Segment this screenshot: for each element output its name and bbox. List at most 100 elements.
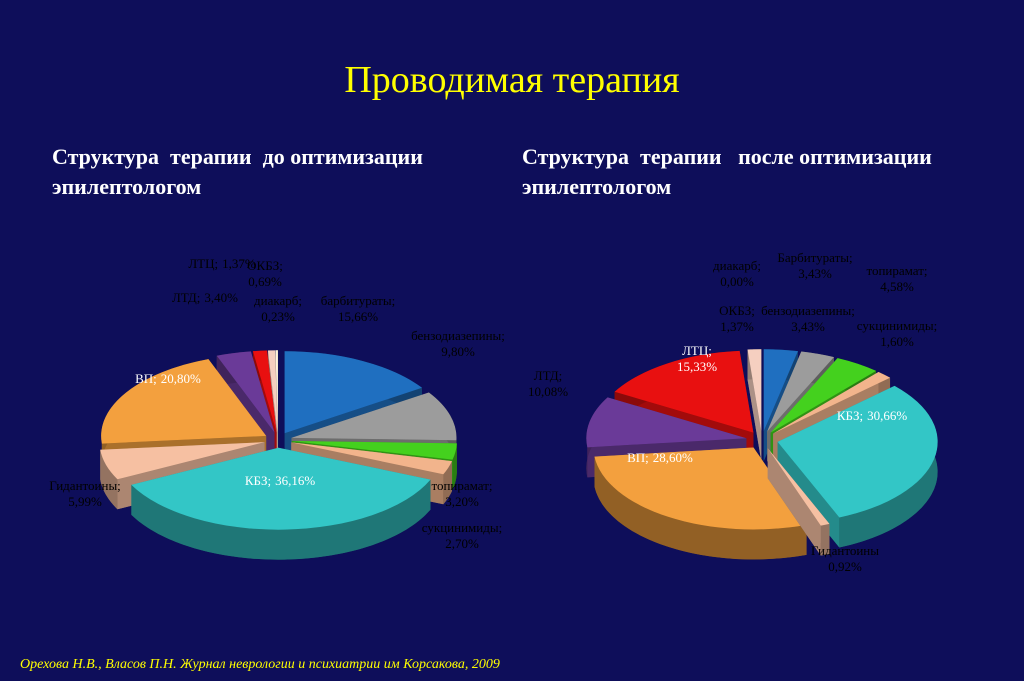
category-label: КБЗ; bbox=[837, 408, 863, 423]
value-label: 3,40% bbox=[204, 290, 238, 305]
data-label: Гидантоины 0,92% bbox=[811, 543, 879, 574]
category-label: диакарб; bbox=[713, 258, 761, 273]
value-label: 0,23% bbox=[261, 309, 295, 324]
data-label: ОКБЗ; 1,37% bbox=[719, 303, 755, 334]
slice-top bbox=[100, 442, 265, 480]
value-label: 1,37% bbox=[222, 256, 256, 271]
category-label: Гидантоины bbox=[811, 543, 879, 558]
data-label: барбитураты; 15,66% bbox=[321, 293, 395, 324]
slice-wall bbox=[767, 448, 821, 556]
slice-side bbox=[131, 479, 431, 560]
value-label: 4,58% bbox=[880, 279, 914, 294]
data-label: ОКБЗ; 0,69% bbox=[247, 258, 283, 289]
value-label: 3,20% bbox=[445, 494, 479, 509]
slice-top bbox=[773, 371, 891, 434]
slice-side bbox=[594, 456, 807, 560]
pie-slice bbox=[594, 447, 807, 560]
slice-top bbox=[594, 447, 807, 530]
category-label: ЛТЦ; bbox=[188, 256, 218, 271]
category-label: сукцинимиды; bbox=[422, 520, 502, 535]
value-label: 15,33% bbox=[677, 359, 717, 374]
data-label: ЛТД; 10,08% bbox=[528, 368, 568, 399]
value-label: 0,92% bbox=[828, 559, 862, 574]
subtitle-box: Структура терапии до оптимизации эпилепт… bbox=[52, 144, 429, 199]
value-label: 5,99% bbox=[68, 494, 102, 509]
slice-top bbox=[763, 349, 798, 432]
footnote: Орехова Н.В., Власов П.Н. Журнал невроло… bbox=[20, 657, 500, 672]
slice-top bbox=[767, 351, 834, 432]
slice-side bbox=[100, 449, 118, 510]
subtitle-box: Структура терапии после оптимизации эпил… bbox=[522, 144, 938, 199]
category-label: диакарб; bbox=[254, 293, 302, 308]
slice-top bbox=[614, 350, 754, 433]
category-label: ВП; bbox=[627, 450, 649, 465]
pie-slice bbox=[767, 448, 830, 556]
value-label: 15,66% bbox=[338, 309, 378, 324]
data-label: топирамат; 4,58% bbox=[866, 263, 927, 294]
category-label: барбитураты; bbox=[321, 293, 395, 308]
category-label: топирамат; bbox=[431, 478, 492, 493]
slice-top bbox=[216, 351, 275, 433]
data-label: бензодиазепины; 9,80% bbox=[411, 328, 505, 359]
slice-top bbox=[267, 350, 278, 433]
data-label: сукцинимиды; 1,60% bbox=[857, 318, 937, 349]
category-label: Барбитураты; bbox=[777, 250, 852, 265]
data-label: диакарб; 0,00% bbox=[713, 258, 761, 289]
slice-side bbox=[820, 523, 830, 556]
value-label: 1,37% bbox=[720, 319, 754, 334]
slice-top bbox=[291, 440, 457, 460]
data-label: Гидантоины; 5,99% bbox=[49, 478, 121, 509]
category-label: ОКБЗ; bbox=[247, 258, 283, 273]
data-label: ЛТЦ; 1,37% bbox=[188, 256, 256, 271]
data-label: КБЗ; 36,16% bbox=[245, 473, 316, 488]
category-label: топирамат; bbox=[866, 263, 927, 278]
data-label: диакарб; 0,23% bbox=[254, 293, 302, 324]
slice-top bbox=[770, 358, 877, 433]
data-label: ВП; 20,80% bbox=[135, 371, 201, 386]
value-label: 30,66% bbox=[867, 408, 907, 423]
category-label: Гидантоины; bbox=[49, 478, 121, 493]
pie-slice bbox=[747, 349, 762, 462]
slice-side bbox=[443, 461, 452, 505]
data-label: топирамат; 3,20% bbox=[431, 478, 492, 509]
category-label: бензодиазепины; bbox=[411, 328, 505, 343]
slice-top bbox=[284, 351, 423, 434]
data-label: ВП; 28,60% bbox=[627, 450, 693, 465]
slice-top bbox=[291, 392, 457, 441]
category-label: КБЗ; bbox=[245, 473, 271, 488]
category-label: ВП; bbox=[135, 371, 157, 386]
category-label: сукцинимиды; bbox=[857, 318, 937, 333]
value-label: 9,80% bbox=[441, 344, 475, 359]
value-label: 28,60% bbox=[653, 450, 693, 465]
value-label: 20,80% bbox=[161, 371, 201, 386]
slice-top bbox=[777, 385, 938, 518]
slice-top bbox=[275, 350, 278, 433]
category-label: бензодиазепины; bbox=[761, 303, 855, 318]
data-label: Барбитураты; 3,43% bbox=[777, 250, 852, 281]
slice-side bbox=[452, 443, 457, 490]
data-label: ЛТЦ; 15,33% bbox=[677, 343, 717, 374]
slice-top bbox=[291, 442, 452, 475]
data-label: бензодиазепины; 3,43% bbox=[761, 303, 855, 334]
value-label: 1,60% bbox=[880, 334, 914, 349]
value-label: 2,70% bbox=[445, 536, 479, 551]
category-label: ЛТД; bbox=[172, 290, 200, 305]
chart-title: Структура терапии до оптимизации эпилепт… bbox=[52, 144, 429, 199]
slice-top bbox=[252, 350, 277, 433]
pie-slice bbox=[131, 447, 431, 560]
data-label: сукцинимиды; 2,70% bbox=[422, 520, 502, 551]
data-label: КБЗ; 30,66% bbox=[837, 408, 908, 423]
category-label: ЛТЦ; bbox=[682, 343, 712, 358]
value-label: 0,00% bbox=[720, 274, 754, 289]
data-label: ЛТД; 3,40% bbox=[172, 290, 238, 305]
value-label: 3,43% bbox=[791, 319, 825, 334]
slice-top bbox=[747, 349, 762, 432]
chart-title: Структура терапии после оптимизации эпил… bbox=[522, 144, 938, 199]
slice-top bbox=[131, 447, 431, 530]
value-label: 3,43% bbox=[798, 266, 832, 281]
slice-top bbox=[586, 397, 747, 448]
value-label: 10,08% bbox=[528, 384, 568, 399]
slide-title: Проводимая терапия bbox=[344, 59, 679, 101]
